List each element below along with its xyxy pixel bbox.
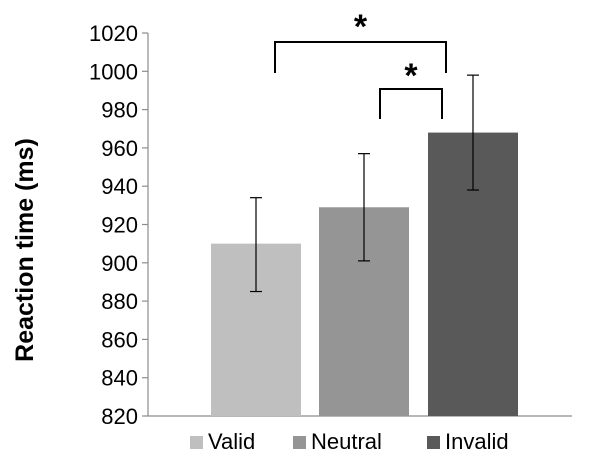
y-tick-label: 900 (101, 251, 138, 276)
y-tick-label: 960 (101, 136, 138, 161)
y-tick-label: 920 (101, 213, 138, 238)
y-axis-label-layer: Reaction time (ms) (11, 138, 39, 362)
significance-bracket (274, 41, 447, 73)
y-tick-label: 1020 (89, 21, 138, 46)
errorbar-layer (250, 74, 479, 293)
legend-swatch-valid (190, 436, 203, 449)
y-axis-label: Reaction time (ms) (11, 138, 39, 362)
y-tick-label: 940 (101, 174, 138, 199)
y-tick-label: 1000 (89, 59, 138, 84)
legend-swatch-neutral (293, 436, 306, 449)
y-tick-label: 820 (101, 404, 138, 429)
axis-layer: 820 840 860 880 900 920 940 960 980 1000 1020 (89, 21, 572, 429)
y-tick-label: 840 (101, 366, 138, 391)
y-tick-label: 980 (101, 98, 138, 123)
legend-label-valid: Valid (208, 429, 255, 454)
significance-layer: ** (274, 8, 447, 119)
significance-label: * (404, 57, 418, 95)
y-tick-label: 880 (101, 289, 138, 314)
legend-swatch-invalid (427, 436, 440, 449)
bar-layer (211, 132, 518, 416)
y-tick-label: 860 (101, 327, 138, 352)
legend-label-neutral: Neutral (311, 429, 382, 454)
significance-bracket (379, 88, 443, 119)
legend: Valid Neutral Invalid (190, 429, 509, 454)
legend-label-invalid: Invalid (445, 429, 509, 454)
significance-label: * (354, 8, 368, 46)
